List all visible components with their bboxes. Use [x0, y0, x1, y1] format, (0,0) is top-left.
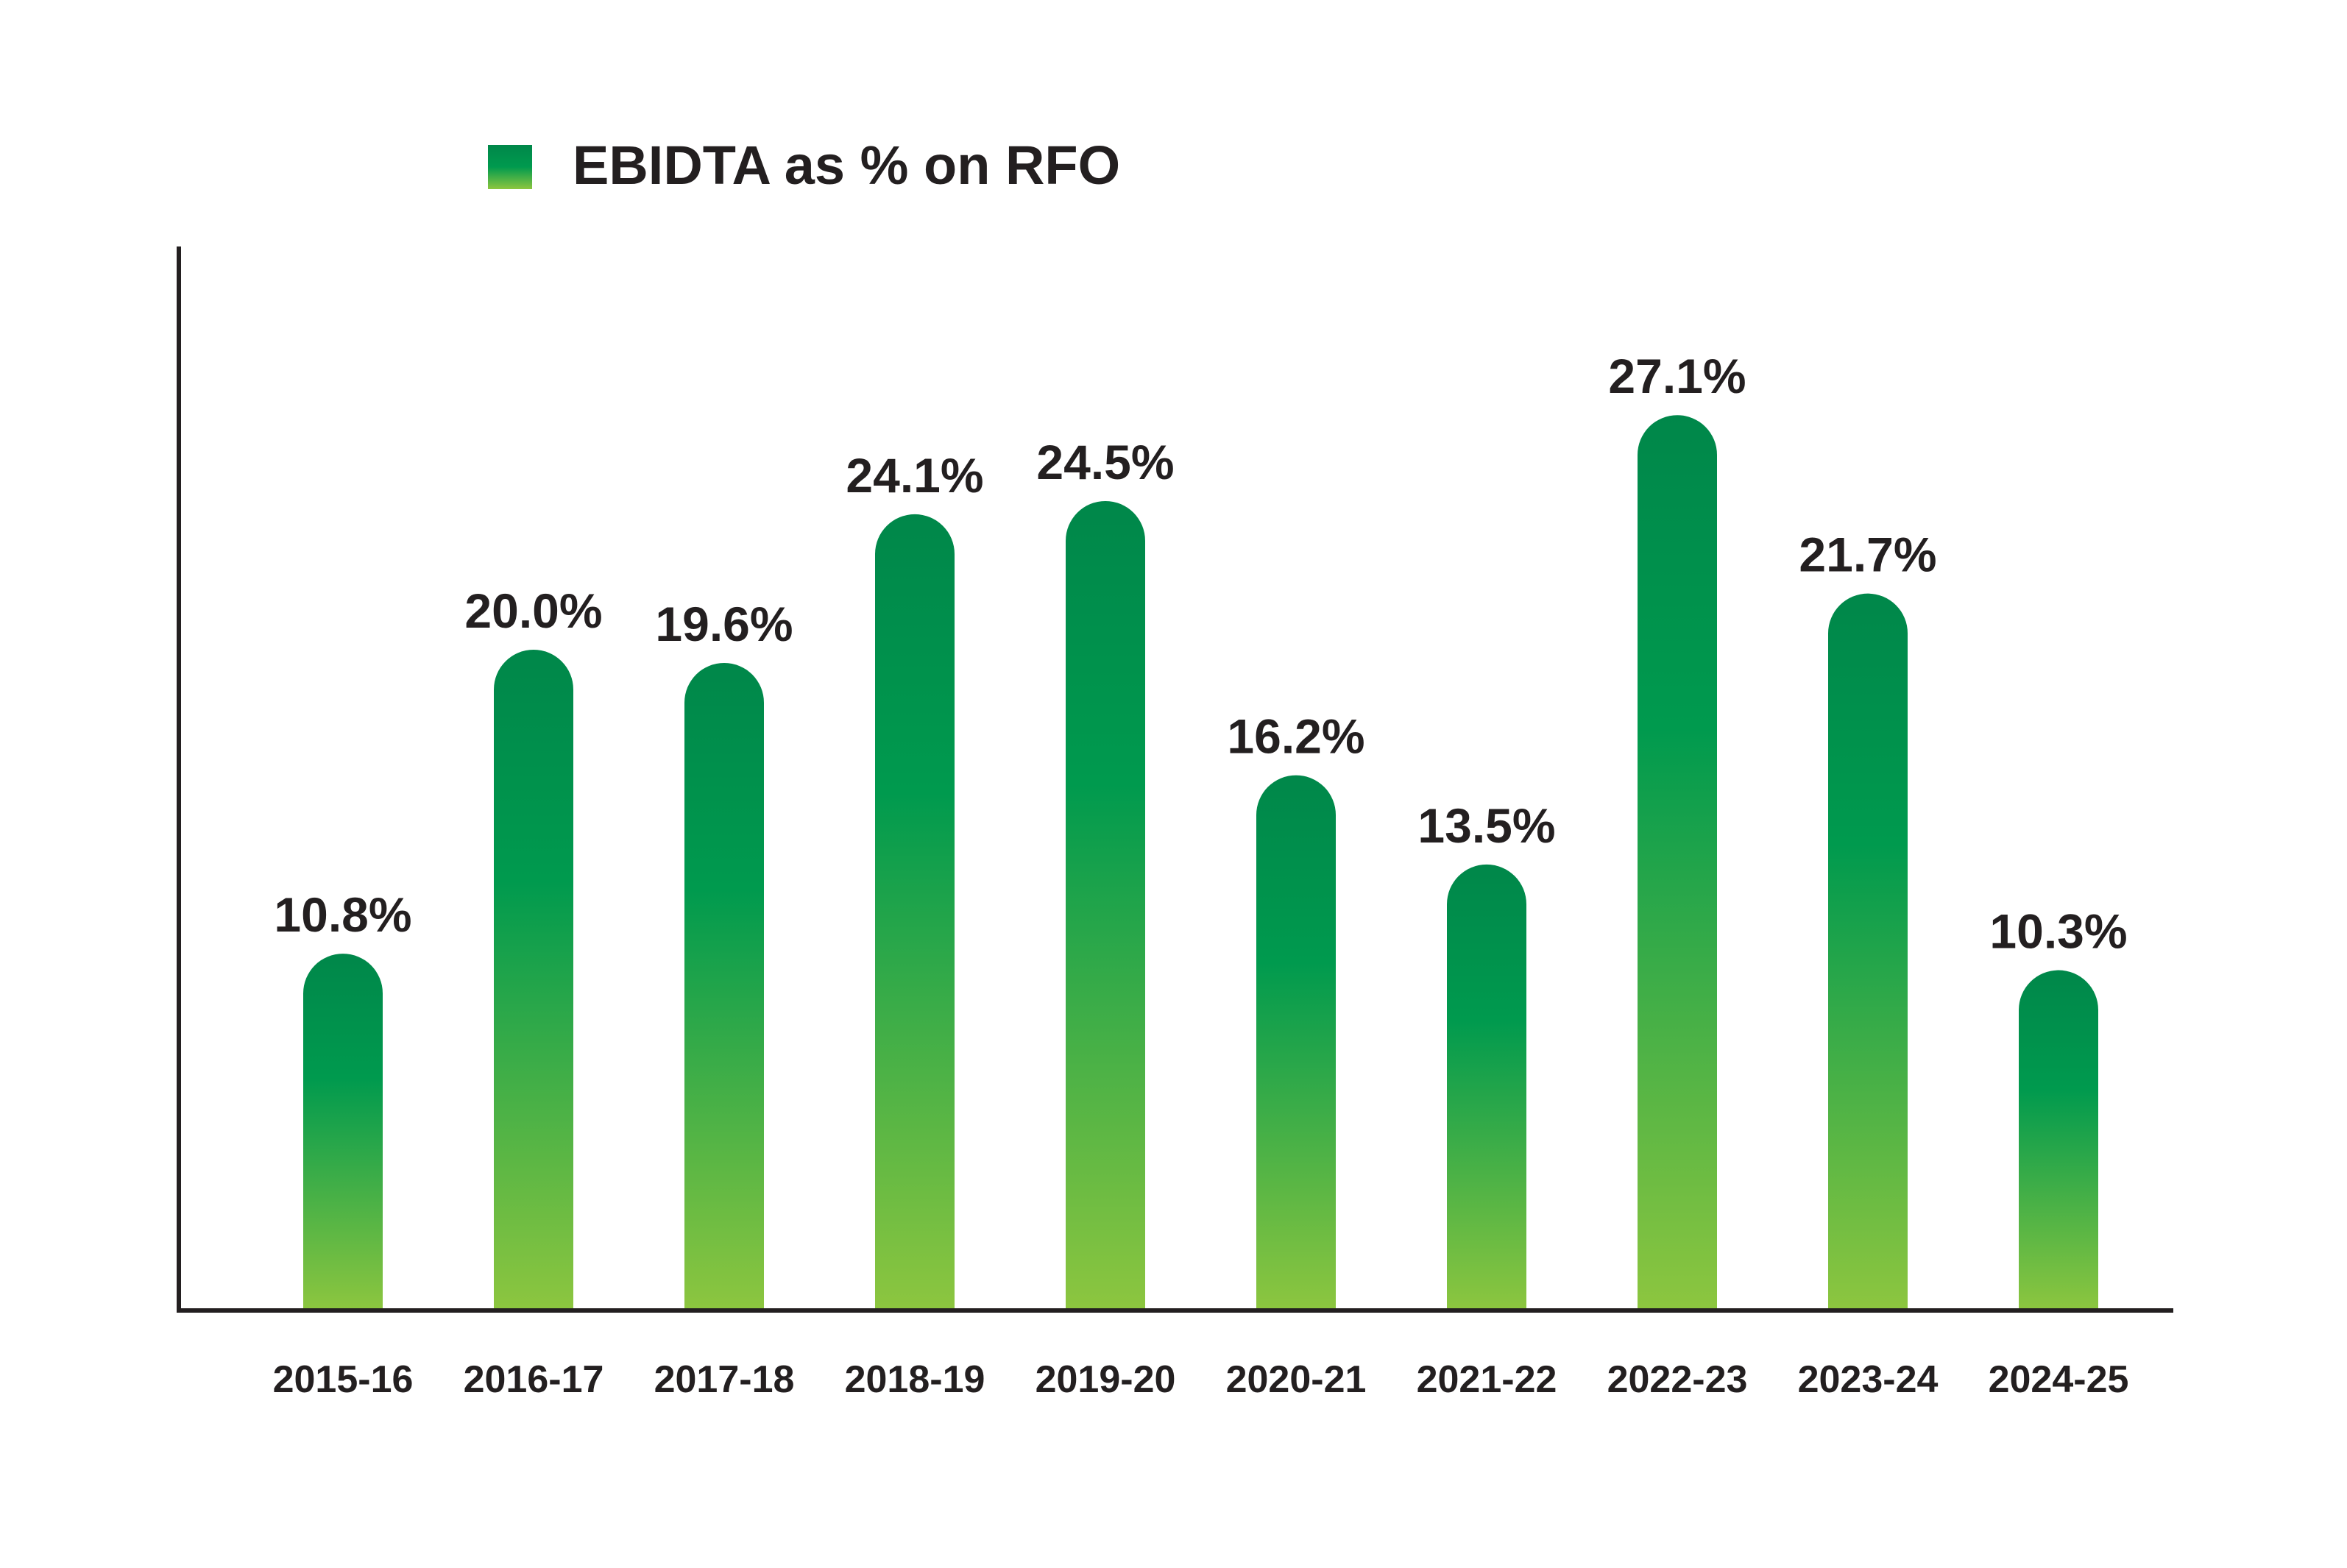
x-tick-label-2021-22: 2021-22 [1417, 1358, 1557, 1401]
bar-2017-18 [684, 662, 764, 1310]
value-label-2023-24: 21.7% [1799, 528, 1936, 582]
x-tick-label-2022-23: 2022-23 [1607, 1358, 1748, 1401]
x-tick-label-2017-18: 2017-18 [654, 1358, 795, 1401]
x-tick-labels: 2015-16 2016-17 2017-18 2018-19 2019-20 2020-… [273, 1358, 2129, 1401]
bar-2023-24 [1828, 593, 1908, 1310]
bars-layer [303, 415, 2098, 1311]
bar-2018-19 [875, 514, 955, 1311]
bar-2020-21 [1256, 775, 1336, 1310]
bar-2022-23 [1638, 415, 1717, 1311]
value-label-2018-19: 24.1% [846, 448, 983, 503]
value-label-2024-25: 10.3% [1989, 904, 2127, 959]
value-label-2016-17: 20.0% [464, 583, 602, 638]
value-label-2017-18: 19.6% [655, 597, 793, 651]
x-tick-label-2023-24: 2023-24 [1798, 1358, 1939, 1401]
value-label-2019-20: 24.5% [1036, 435, 1174, 489]
bar-2019-20 [1066, 500, 1145, 1311]
value-labels-layer: 10.8% 20.0% 19.6% 24.1% 24.5% 16.2% 13.5% 27.1%… [274, 349, 2127, 958]
x-tick-label-2019-20: 2019-20 [1036, 1358, 1176, 1401]
value-label-2021-22: 13.5% [1417, 798, 1555, 853]
x-tick-label-2016-17: 2016-17 [464, 1358, 604, 1401]
legend-label: EBIDTA as % on RFO [573, 135, 1120, 196]
value-label-2022-23: 27.1% [1608, 349, 1746, 403]
value-label-2020-21: 16.2% [1227, 709, 1364, 764]
bar-2015-16 [303, 954, 383, 1310]
legend-swatch [488, 145, 532, 189]
x-tick-label-2020-21: 2020-21 [1226, 1358, 1367, 1401]
value-label-2015-16: 10.8% [274, 887, 411, 942]
x-tick-label-2024-25: 2024-25 [1989, 1358, 2129, 1401]
bar-2016-17 [494, 650, 573, 1310]
bar-2021-22 [1447, 864, 1526, 1310]
bar-2024-25 [2019, 970, 2098, 1310]
legend: EBIDTA as % on RFO [488, 135, 1120, 196]
x-tick-label-2018-19: 2018-19 [845, 1358, 985, 1401]
x-tick-label-2015-16: 2015-16 [273, 1358, 414, 1401]
